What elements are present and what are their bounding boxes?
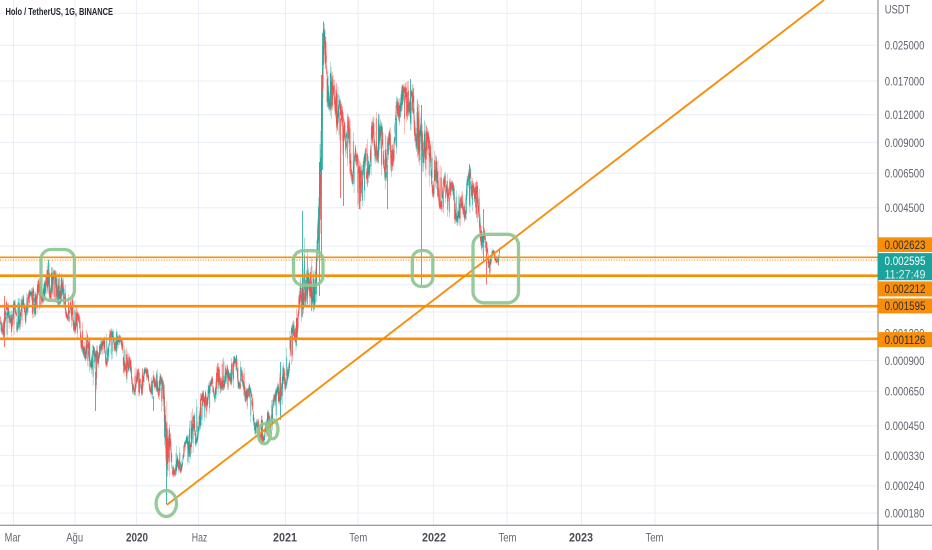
svg-text:11:27:49: 11:27:49 [885, 267, 926, 281]
svg-text:0.002212: 0.002212 [885, 282, 926, 296]
svg-text:0.000650: 0.000650 [885, 385, 925, 399]
svg-text:Holo / TetherUS, 1G, BINANCE: Holo / TetherUS, 1G, BINANCE [6, 7, 114, 18]
svg-text:2020: 2020 [126, 531, 148, 545]
svg-text:0.001126: 0.001126 [885, 333, 926, 347]
svg-text:0.012000: 0.012000 [885, 108, 925, 122]
svg-text:0.000450: 0.000450 [885, 419, 925, 433]
svg-text:0.004500: 0.004500 [885, 201, 925, 215]
svg-text:0.000180: 0.000180 [885, 507, 925, 521]
svg-text:2021: 2021 [273, 531, 297, 545]
svg-text:0.002623: 0.002623 [885, 238, 926, 252]
svg-text:Tem: Tem [499, 531, 517, 545]
svg-text:0.017000: 0.017000 [885, 74, 925, 88]
svg-text:Tem: Tem [646, 531, 664, 545]
svg-text:2022: 2022 [422, 531, 446, 545]
svg-text:0.002595: 0.002595 [885, 254, 926, 268]
svg-text:0.000240: 0.000240 [885, 479, 925, 493]
svg-text:Ağu: Ağu [66, 531, 83, 545]
svg-text:0.000330: 0.000330 [885, 449, 925, 463]
svg-text:0.009000: 0.009000 [885, 136, 925, 150]
svg-text:USDT: USDT [885, 2, 911, 16]
svg-text:Tem: Tem [349, 531, 367, 545]
svg-text:0.000900: 0.000900 [885, 354, 925, 368]
svg-text:0.001595: 0.001595 [885, 299, 926, 313]
svg-text:Mar: Mar [5, 531, 21, 545]
svg-text:0.006500: 0.006500 [885, 167, 925, 181]
svg-text:Haz: Haz [192, 531, 208, 545]
svg-text:2023: 2023 [569, 531, 593, 545]
svg-text:0.025000: 0.025000 [885, 39, 925, 53]
